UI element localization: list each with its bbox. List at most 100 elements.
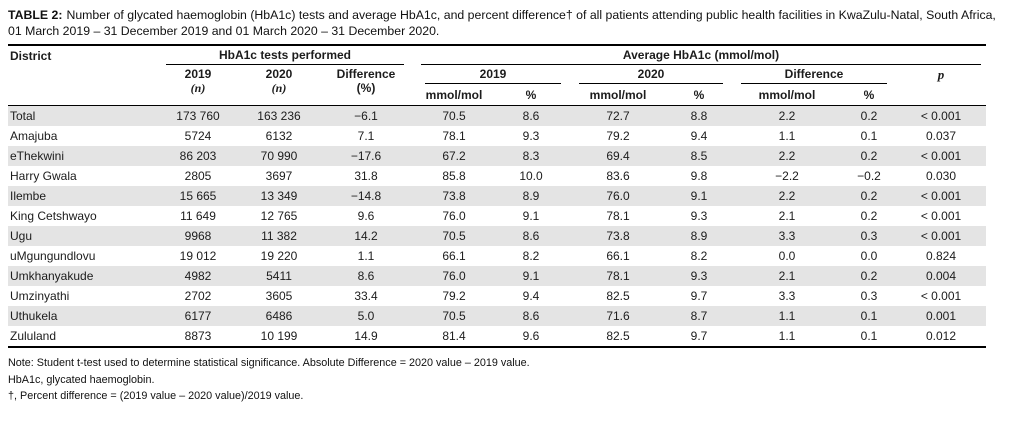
table-caption-text: Number of glycated haemoglobin (HbA1c) t… [8, 8, 996, 38]
cell-tests_2020: 3605 [265, 289, 293, 303]
cell-tests_2019: 5724 [184, 129, 212, 143]
cell-tests_2020: 5411 [266, 269, 292, 283]
cell-avg_2020_mmol: 83.6 [606, 169, 630, 183]
cell-tests_diff: 14.9 [354, 329, 378, 343]
footnote-abbreviation: HbA1c, glycated haemoglobin. [8, 373, 155, 386]
col-header-tests-2020: 2020 (n) [265, 67, 293, 95]
cell-diff_pct: 0.2 [860, 269, 878, 283]
cell-p: < 0.001 [920, 289, 962, 303]
table-row: Uthukela 6177 6486 5.0 70.5 8.6 71.6 8.7 1.1 0.1 0… [8, 306, 987, 326]
col-group-avg-2019: 2019 [416, 65, 570, 84]
cell-district: Ilembe [10, 189, 47, 203]
cell-tests_diff: 8.6 [357, 269, 375, 283]
cell-avg_2020_mmol: 76.0 [606, 189, 630, 203]
cell-diff_mmol: 2.2 [732, 105, 842, 126]
cell-diff_pct: 0.2 [860, 189, 878, 203]
table-body: Total 173 760 163 236 −6.1 70.5 8.6 72.7 8.8 2.2… [8, 105, 987, 348]
cell-diff_mmol: 1.1 [778, 129, 796, 143]
cell-diff_pct: 0.1 [860, 309, 878, 323]
col-group-tests-label: HbA1c tests performed [166, 48, 404, 65]
cell-avg_2020_mmol: 82.5 [606, 289, 630, 303]
cell-tests_2019: 8873 [184, 329, 212, 343]
cell-tests_2020: 13 349 [260, 189, 298, 203]
cell-tests_diff: −14.8 [350, 189, 382, 203]
cell-diff_mmol: 2.2 [778, 189, 796, 203]
cell-tests_2020: 12 765 [260, 209, 298, 223]
cell-tests_2019: 11 649 [180, 209, 216, 223]
cell-p: < 0.001 [920, 189, 962, 203]
cell-avg_2019_mmol: 79.2 [442, 289, 466, 303]
cell-tests_2020: 70 990 [260, 149, 298, 163]
cell-tests_2020: 19 220 [260, 249, 298, 263]
cell-p: < 0.001 [920, 149, 962, 163]
col-header-district: District [10, 49, 52, 63]
cell-avg_2019_pct: 9.1 [522, 269, 540, 283]
cell-tests_diff: 5.0 [357, 309, 375, 323]
cell-avg_2020_mmol: 78.1 [606, 269, 630, 283]
cell-tests_diff: 1.1 [357, 249, 375, 263]
col-group-average-hba1c: Average HbA1c (mmol/mol) [416, 45, 986, 65]
col-group-avg-difference: Difference [732, 65, 896, 84]
cell-avg_2020_pct: 9.3 [690, 269, 708, 283]
cell-avg_2020_mmol: 66.1 [606, 249, 630, 263]
cell-avg_2019_mmol: 67.2 [442, 149, 466, 163]
cell-district: Uthukela [10, 309, 58, 323]
cell-diff_pct: 0.3 [860, 229, 878, 243]
cell-avg_2020_mmol: 73.8 [606, 229, 630, 243]
cell-avg_2020_mmol: 71.6 [606, 309, 630, 323]
cell-district: King Cetshwayo [10, 209, 97, 223]
cell-avg_2019_pct: 10.0 [519, 169, 543, 183]
cell-avg_2020_pct: 8.2 [690, 249, 708, 263]
cell-diff_pct: 0.1 [860, 129, 878, 143]
col-header-2020-mmol: mmol/mol [589, 88, 647, 102]
cell-district: eThekwini [10, 149, 65, 163]
cell-avg_2019_mmol: 76.0 [442, 269, 466, 283]
table-row: Amajuba 5724 6132 7.1 78.1 9.3 79.2 9.4 1.1 0.1 0.… [8, 126, 986, 146]
cell-p: < 0.001 [920, 229, 962, 243]
col-header-tests-difference: Difference (%) [336, 67, 396, 95]
cell-tests_diff: 31.8 [354, 169, 378, 183]
header-units-row: mmol/mol % mmol/mol % mmol/mol % [8, 84, 986, 106]
cell-diff_mmol: 3.3 [778, 229, 796, 243]
cell-district: Total [8, 105, 154, 126]
cell-p: 0.004 [925, 269, 957, 283]
hba1c-table: District HbA1c tests performed Average H… [8, 44, 987, 348]
cell-diff_mmol: 0.0 [778, 249, 796, 263]
cell-tests_2019: 86 203 [179, 149, 217, 163]
cell-avg_2019_mmol: 85.8 [442, 169, 466, 183]
cell-diff_pct: 0.1 [860, 329, 878, 343]
cell-p: 0.824 [925, 249, 957, 263]
col-header-diff-pct: % [863, 88, 875, 102]
cell-avg_2020_pct: 8.9 [690, 229, 708, 243]
cell-avg_2020_pct: 9.1 [690, 189, 708, 203]
table-caption: TABLE 2: Number of glycated haemoglobin (… [8, 8, 1011, 39]
cell-tests_2019: 9968 [184, 229, 212, 243]
cell-p: 0.030 [925, 169, 957, 183]
cell-tests_2019: 2805 [184, 169, 212, 183]
header-subgroup-row: 2019 (n) 2020 (n) Difference (%) 2019 20… [8, 65, 986, 95]
cell-district: Umzinyathi [10, 289, 70, 303]
cell-avg_2019_mmol: 70.5 [416, 105, 492, 126]
cell-tests_2019: 6177 [184, 309, 212, 323]
cell-avg_2019_pct: 8.2 [522, 249, 540, 263]
cell-avg_2020_pct: 9.8 [690, 169, 708, 183]
col-header-2019-pct: % [525, 88, 537, 102]
header-group-row: District HbA1c tests performed Average H… [8, 45, 986, 65]
cell-district: Umkhanyakude [10, 269, 94, 283]
cell-diff_pct: 0.2 [842, 105, 896, 126]
cell-tests_diff: 7.1 [357, 129, 375, 143]
cell-avg_2020_pct: 9.4 [690, 129, 708, 143]
cell-avg_2020_pct: 8.7 [690, 309, 708, 323]
cell-tests_2020: 3697 [265, 169, 293, 183]
cell-tests_2019: 2702 [184, 289, 212, 303]
cell-tests_2019: 15 665 [179, 189, 217, 203]
cell-tests_diff: 9.6 [357, 209, 375, 223]
cell-diff_mmol: 2.2 [778, 149, 796, 163]
cell-avg_2019_pct: 9.1 [522, 209, 540, 223]
table-row: King Cetshwayo 11 649 12 765 9.6 76.0 9.1 78.1… [8, 206, 986, 226]
cell-diff_pct: 0.2 [860, 149, 878, 163]
cell-avg_2020_mmol: 82.5 [606, 329, 630, 343]
cell-diff_mmol: 1.1 [778, 329, 796, 343]
cell-diff_pct: 0.3 [860, 289, 878, 303]
cell-tests_2020: 6132 [265, 129, 293, 143]
